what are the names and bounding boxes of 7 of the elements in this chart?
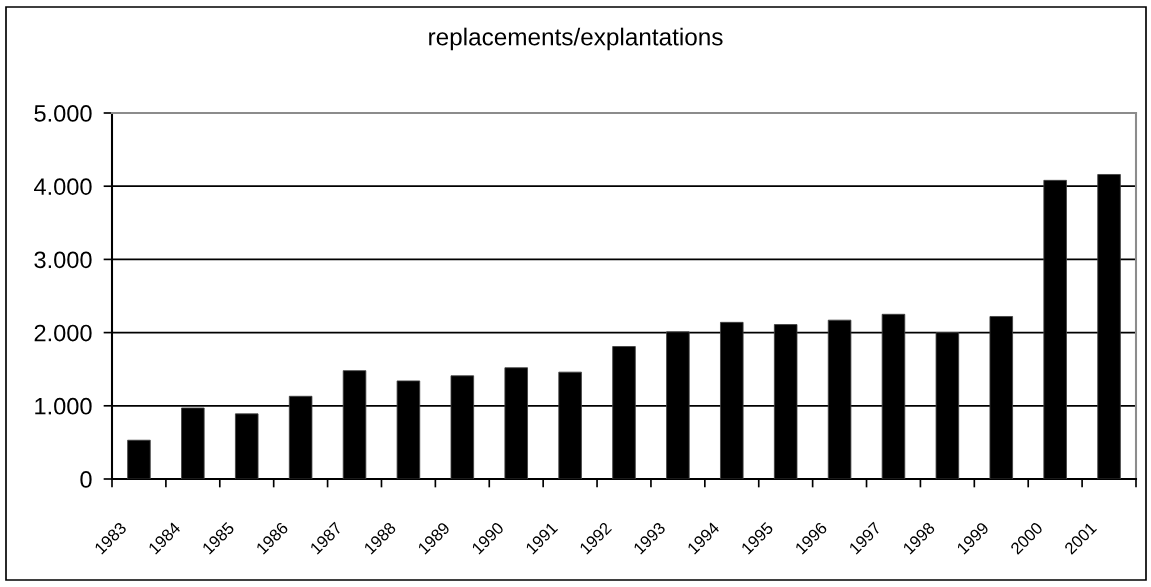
y-tick-label: 0 — [80, 471, 92, 488]
y-tick-label: 1.000 — [35, 397, 92, 415]
y-tick-label: 2.000 — [34, 324, 92, 342]
y-tick-label: 4.000 — [34, 178, 92, 195]
y-tick-label: 5.000 — [34, 105, 92, 122]
chart-title: replacements/explantations — [429, 27, 723, 51]
y-tick-label: 3.000 — [34, 251, 92, 269]
